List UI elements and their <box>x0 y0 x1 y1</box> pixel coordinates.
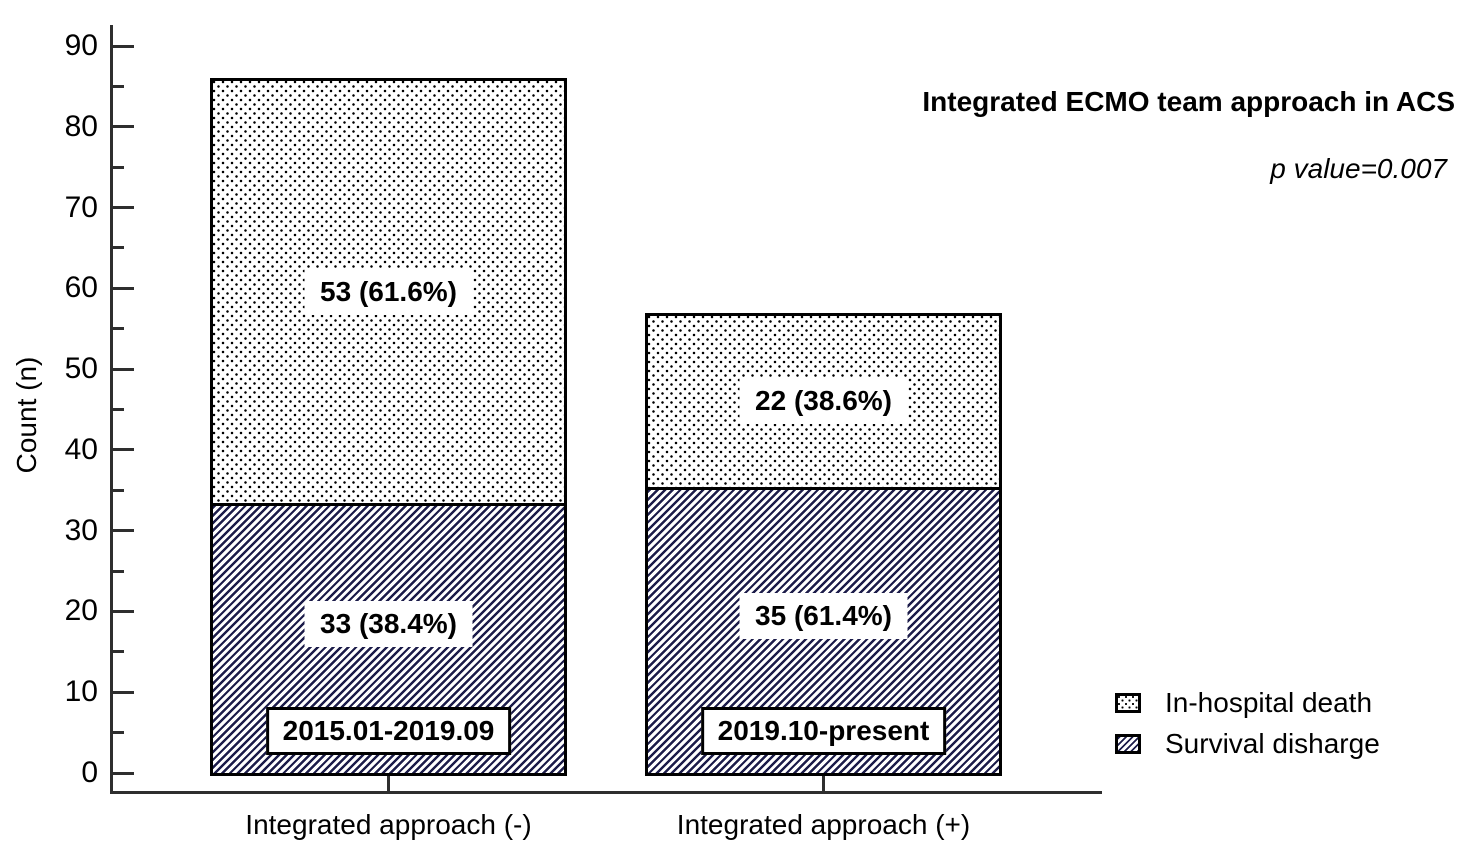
y-tick-label: 90 <box>64 29 98 62</box>
y-tick-label: 40 <box>64 432 98 466</box>
y-tick-label: 80 <box>64 109 98 143</box>
x-category-label: Integrated approach (+) <box>676 809 971 840</box>
y-major-tick <box>113 367 134 371</box>
y-minor-tick <box>113 650 124 654</box>
y-major-tick <box>113 206 134 210</box>
segment-value-label: 53 (61.6%) <box>304 269 473 316</box>
y-minor-tick <box>113 731 124 735</box>
y-tick-label: 70 <box>64 190 98 224</box>
y-minor-tick <box>113 408 124 411</box>
period-label: 2019.10-present <box>700 707 947 755</box>
legend-label: In-hospital death <box>1165 687 1373 718</box>
y-tick-label: 30 <box>64 513 98 547</box>
p-value-annotation: p value=0.007 <box>1270 153 1447 184</box>
y-minor-tick <box>113 84 124 88</box>
y-major-tick <box>113 529 134 533</box>
legend-item-in-hospital-death: In-hospital death <box>1115 687 1380 719</box>
y-tick-label: 50 <box>64 352 98 386</box>
y-major-tick <box>113 44 134 48</box>
y-major-tick <box>113 771 134 775</box>
y-major-tick <box>113 690 134 694</box>
y-minor-tick <box>113 246 124 250</box>
y-minor-tick <box>113 569 124 573</box>
y-minor-tick <box>113 327 124 331</box>
x-axis-line <box>110 791 1102 794</box>
y-minor-tick <box>113 488 124 492</box>
y-major-tick <box>113 125 134 129</box>
y-major-tick <box>113 609 134 613</box>
y-tick-label: 0 <box>81 756 98 789</box>
y-major-tick <box>113 448 134 452</box>
y-tick-label: 10 <box>64 675 98 709</box>
segment-value-label: 35 (61.4%) <box>739 592 908 639</box>
x-category-label: Integrated approach (-) <box>245 809 532 840</box>
segment-value-label: 33 (38.4%) <box>304 600 473 647</box>
segment-value-label: 22 (38.6%) <box>739 378 908 425</box>
chart-title: Integrated ECMO team approach in ACS <box>922 86 1455 117</box>
y-minor-tick <box>113 165 124 169</box>
y-axis-line <box>110 25 113 794</box>
legend: In-hospital death Survival disharge <box>1115 687 1380 760</box>
y-tick-label: 60 <box>64 271 98 305</box>
x-axis-tick <box>387 776 390 792</box>
legend-item-survival-discharge: Survival disharge <box>1115 728 1380 760</box>
bar-1 <box>210 78 567 776</box>
period-label: 2015.01-2019.09 <box>265 707 512 755</box>
legend-label: Survival disharge <box>1165 728 1380 759</box>
dotted-pattern-swatch-icon <box>1115 693 1141 713</box>
y-major-tick <box>113 286 134 290</box>
y-tick-label: 20 <box>64 594 98 628</box>
x-axis-tick <box>822 776 825 792</box>
hatch-pattern-swatch-icon <box>1115 734 1141 754</box>
